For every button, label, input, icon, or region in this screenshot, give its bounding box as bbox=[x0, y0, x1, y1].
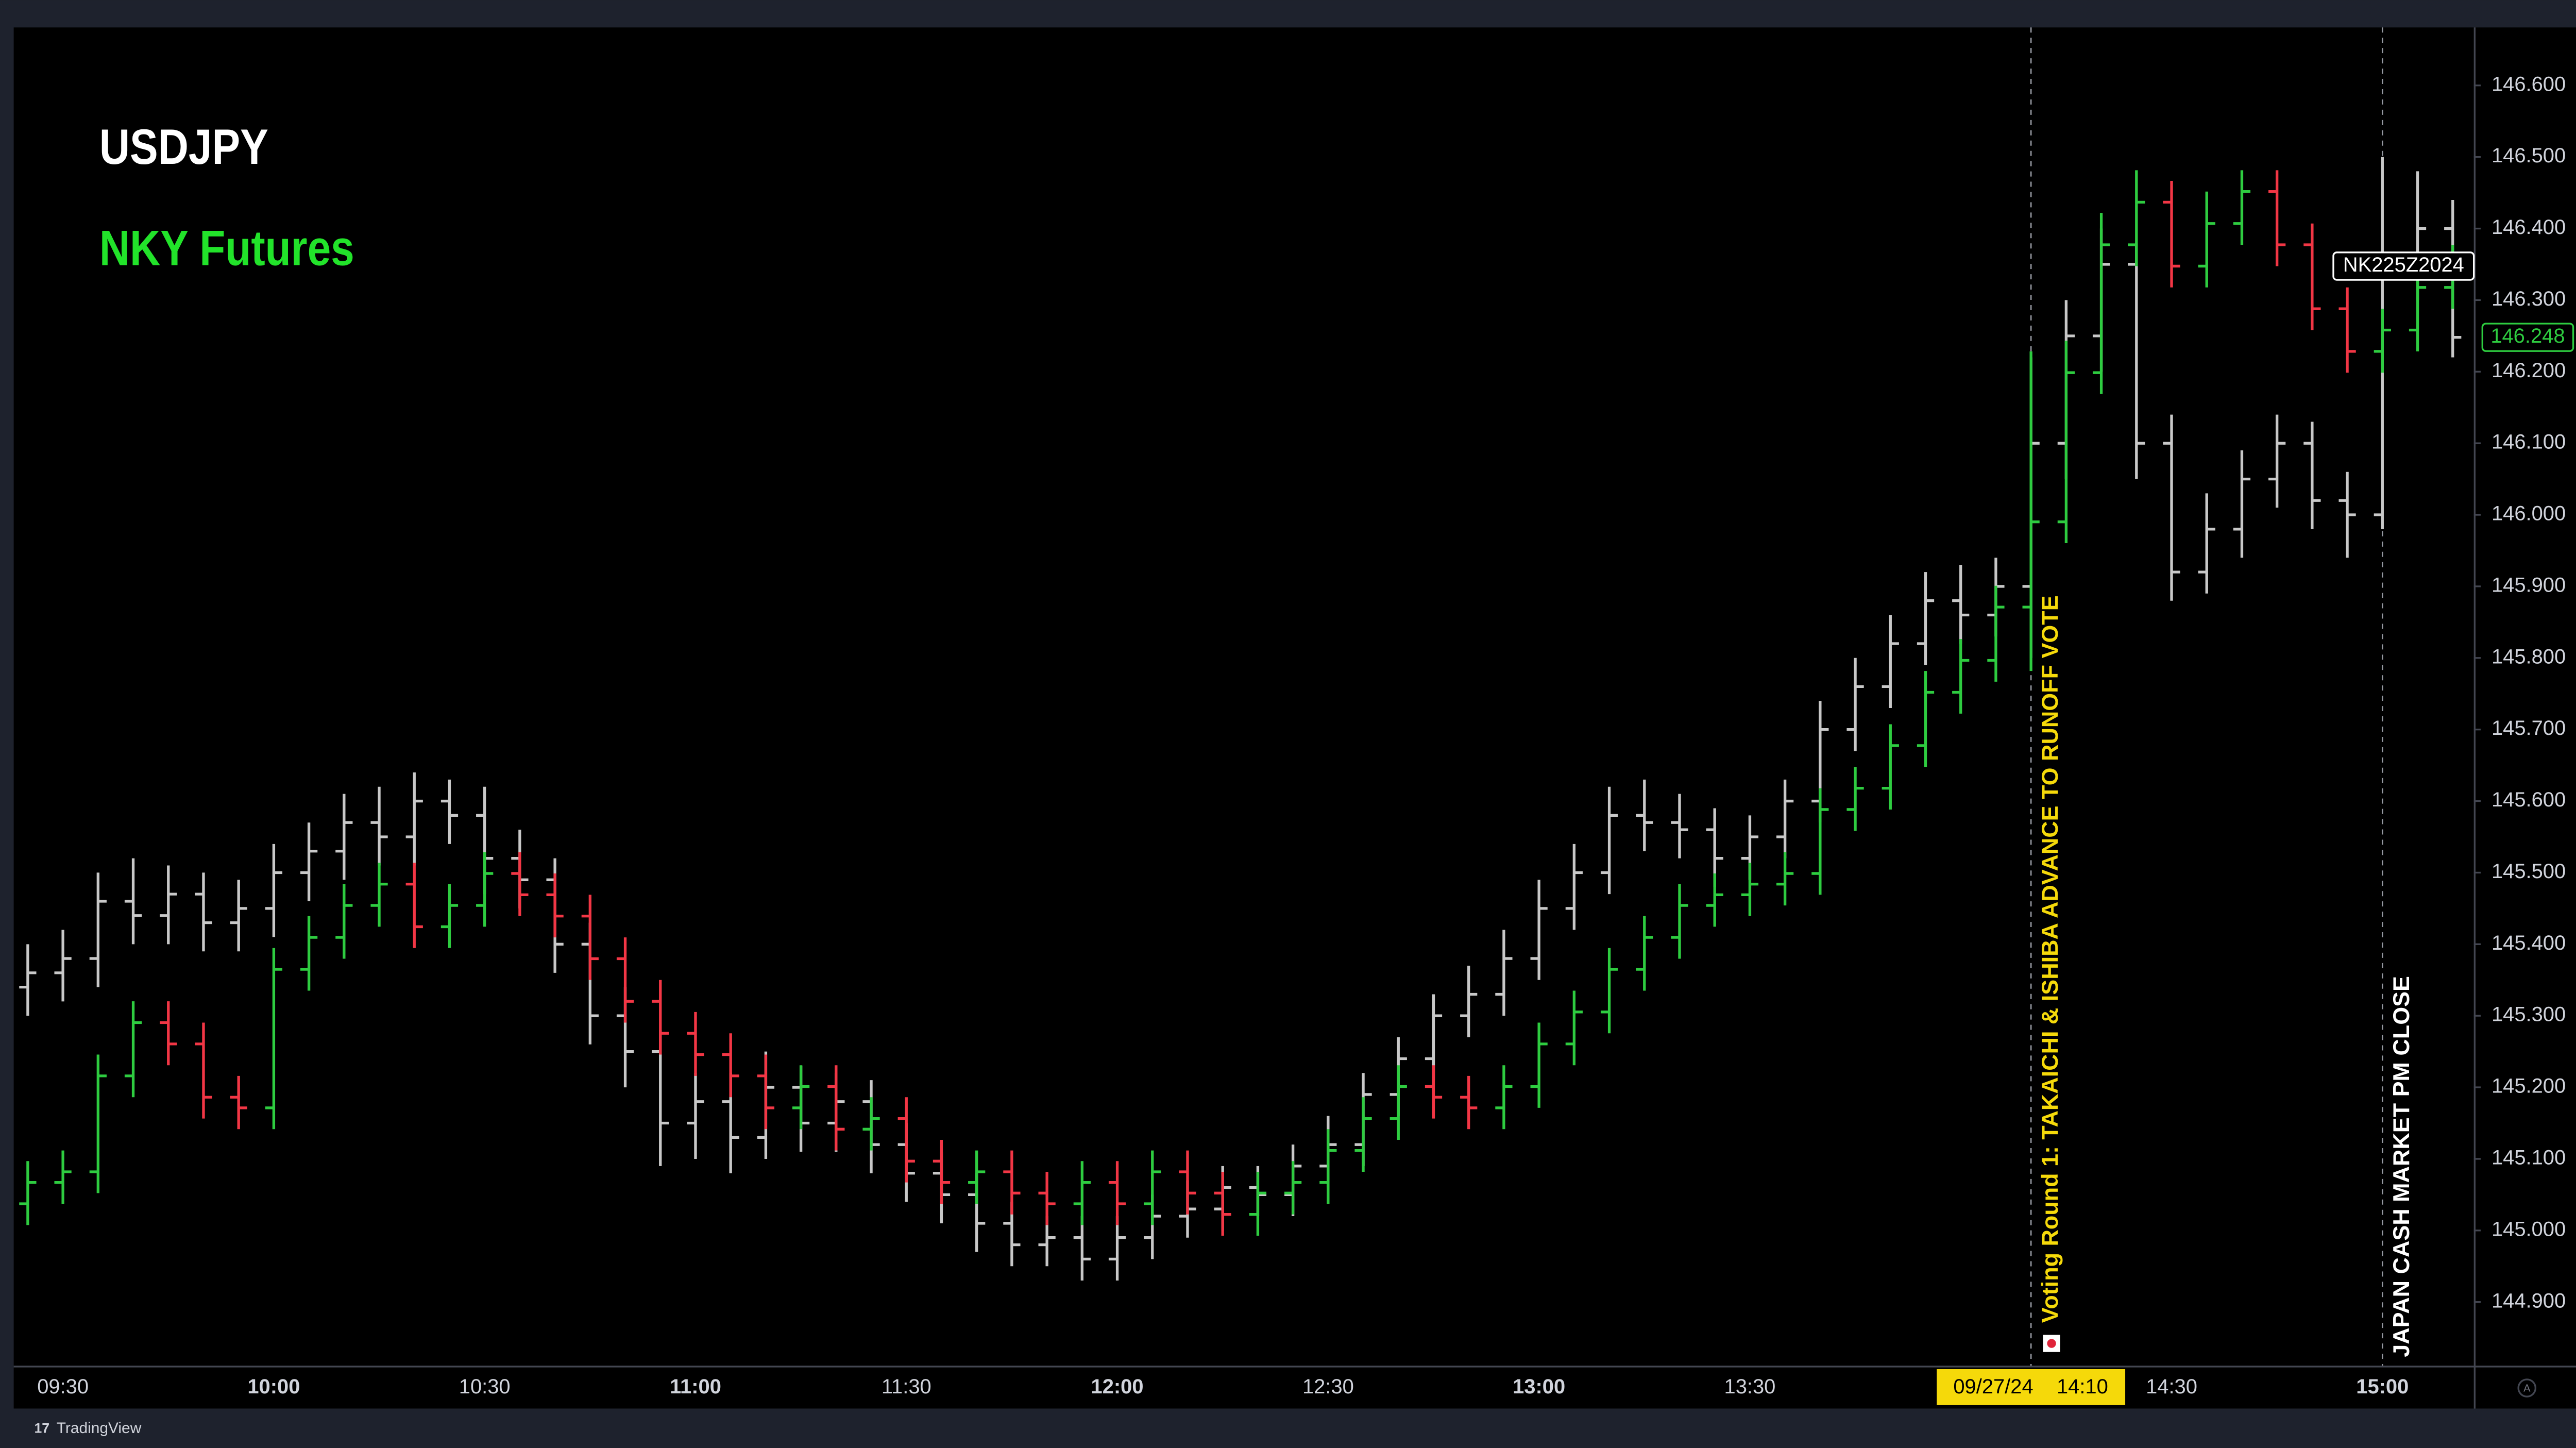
y-tick-label: 144.900 bbox=[2492, 1289, 2566, 1312]
x-tick-label: 13:00 bbox=[1513, 1375, 1565, 1398]
axis-button-label: A bbox=[2523, 1383, 2531, 1394]
branding: TradingView bbox=[57, 1420, 142, 1437]
y-tick-label: 145.000 bbox=[2492, 1218, 2566, 1240]
x-tick-label: 13:30 bbox=[1724, 1375, 1776, 1398]
y-tick-label: 146.100 bbox=[2492, 431, 2566, 453]
x-tick-label: 11:00 bbox=[670, 1375, 721, 1398]
y-tick-label: 145.400 bbox=[2492, 932, 2566, 954]
last-price-label: 146.248 bbox=[2490, 325, 2565, 347]
y-tick-label: 145.300 bbox=[2492, 1003, 2566, 1026]
y-tick-label: 145.100 bbox=[2492, 1146, 2566, 1169]
x-tick-label: 12:00 bbox=[1091, 1375, 1144, 1398]
x-tick-label: 14:30 bbox=[2146, 1375, 2197, 1398]
logo-mark: 17 bbox=[35, 1420, 50, 1436]
legend-entry: USDJPY bbox=[99, 119, 268, 175]
y-tick-label: 146.600 bbox=[2492, 73, 2566, 95]
x-tick-label: 10:30 bbox=[459, 1375, 511, 1398]
x-tick-label: 09:30 bbox=[37, 1375, 89, 1398]
x-tick-label: 10:00 bbox=[247, 1375, 300, 1398]
event-label: Voting Round 1: TAKAICHI & ISHIBA ADVANC… bbox=[2037, 595, 2063, 1323]
symbol-box bbox=[2332, 251, 2475, 281]
crosshair-box bbox=[1937, 1369, 2126, 1405]
y-tick-label: 146.500 bbox=[2492, 144, 2566, 167]
y-tick-label: 145.900 bbox=[2492, 574, 2566, 596]
crosshair-date: 09/27/24 bbox=[1953, 1375, 2033, 1398]
flag-icon-dot bbox=[2047, 1339, 2056, 1348]
crosshair-time: 14:10 bbox=[2057, 1375, 2108, 1398]
y-tick-label: 145.600 bbox=[2492, 788, 2566, 811]
legend-entry: NKY Futures bbox=[99, 220, 354, 276]
y-tick-label: 145.700 bbox=[2492, 717, 2566, 739]
series bbox=[19, 170, 2462, 1236]
y-tick-label: 145.800 bbox=[2492, 645, 2566, 668]
y-tick-label: 146.400 bbox=[2492, 216, 2566, 239]
x-tick-label: 15:00 bbox=[2356, 1375, 2409, 1398]
plot-background bbox=[13, 27, 2576, 1409]
x-tick-label: 11:30 bbox=[882, 1375, 931, 1398]
last-price-box bbox=[2481, 323, 2574, 352]
y-tick-label: 146.000 bbox=[2492, 502, 2566, 525]
event-label: JAPAN CASH MARKET PM CLOSE bbox=[2388, 976, 2414, 1357]
y-tick-label: 145.200 bbox=[2492, 1075, 2566, 1098]
y-tick-label: 145.500 bbox=[2492, 860, 2566, 883]
x-tick-label: 12:30 bbox=[1302, 1375, 1354, 1398]
axis-button bbox=[2517, 1378, 2537, 1398]
y-tick-label: 146.200 bbox=[2492, 359, 2566, 382]
y-tick-label: 146.300 bbox=[2492, 288, 2566, 310]
symbol-label: NK225Z2024 bbox=[2343, 254, 2464, 276]
